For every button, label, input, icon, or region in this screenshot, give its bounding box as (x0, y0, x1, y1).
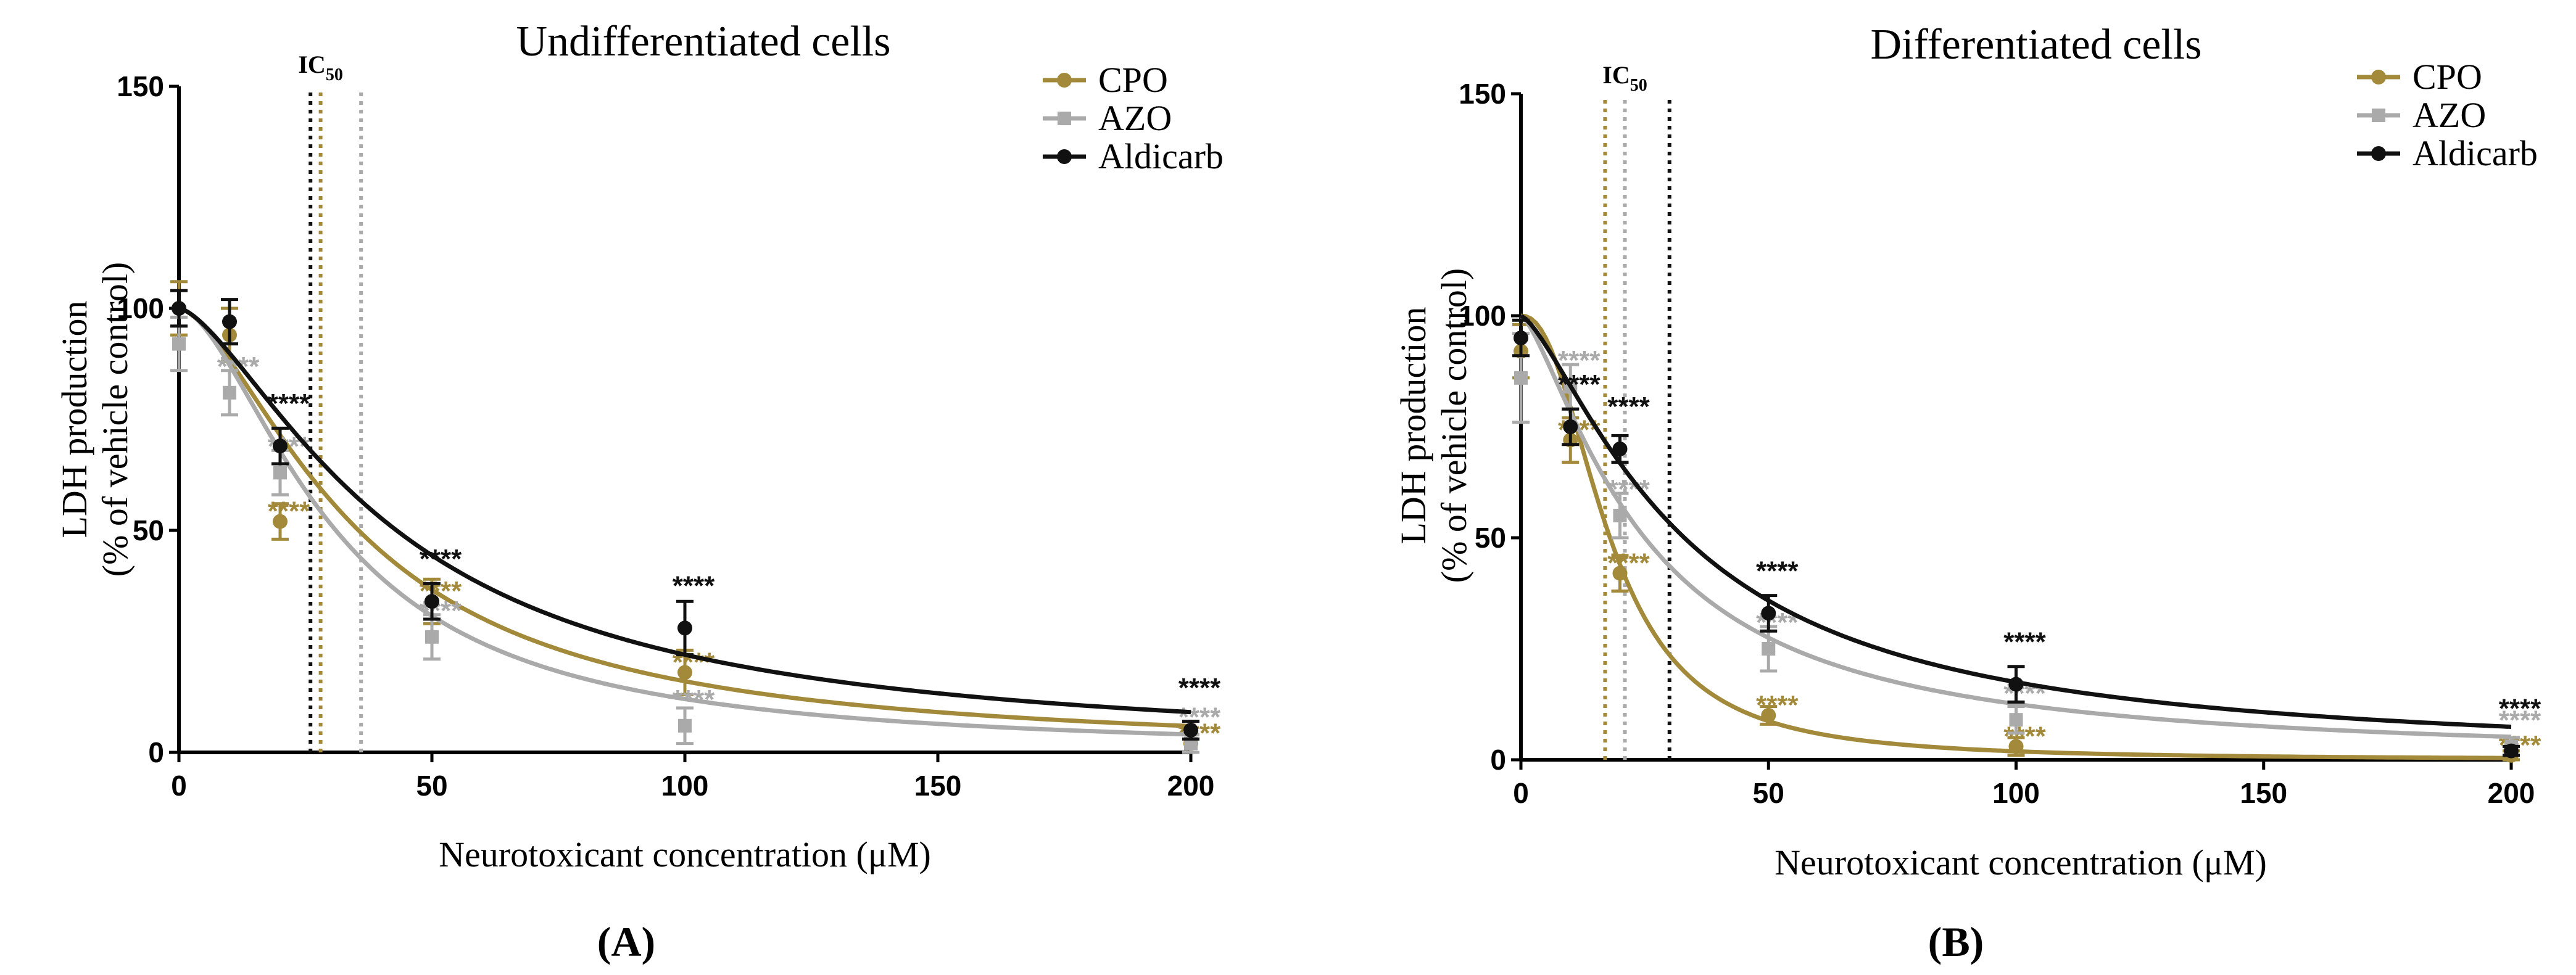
x-tick-label: 50 (416, 770, 447, 802)
significance-stars-Aldicarb: **** (673, 570, 715, 601)
data-point-CPO (677, 665, 692, 680)
data-point-AZO (2009, 713, 2023, 727)
significance-stars-CPO: **** (268, 496, 310, 527)
y-axis-label-line2: (% of vehicle control) (95, 262, 135, 577)
data-point-Aldicarb (1761, 606, 1776, 621)
significance-stars-AZO: **** (673, 685, 715, 715)
data-point-AZO (223, 385, 236, 400)
x-tick-label: 100 (1992, 777, 2040, 809)
significance-stars-Aldicarb: **** (1756, 556, 1799, 586)
data-point-AZO (425, 630, 439, 644)
y-axis-label: LDH production(% of vehicle control) (1393, 268, 1474, 583)
legend-marker-CPO (1057, 73, 1072, 88)
data-point-Aldicarb (1563, 419, 1578, 434)
fit-curve-AZO (178, 306, 1191, 737)
significance-stars-CPO: **** (1607, 548, 1650, 578)
chart-title: Differentiated cells (1870, 21, 2201, 68)
y-tick-label: 150 (117, 70, 164, 102)
ic50-subscript: 50 (1630, 76, 1647, 95)
x-tick-label: 200 (1167, 770, 1215, 802)
y-tick-label: 150 (1459, 78, 1506, 110)
y-tick-label: 100 (1459, 300, 1506, 332)
significance-stars-CPO: **** (1756, 690, 1799, 720)
data-point-AZO (1514, 371, 1528, 385)
x-tick-label: 200 (2488, 777, 2535, 809)
data-point-CPO (1761, 708, 1776, 723)
data-point-Aldicarb (677, 620, 692, 636)
data-point-Aldicarb (2008, 677, 2024, 692)
data-point-CPO (2008, 739, 2024, 754)
legend-label-CPO: CPO (1098, 60, 1168, 100)
significance-stars-AZO: **** (2499, 705, 2541, 735)
data-point-AZO (273, 466, 287, 480)
panel-label: (A) (597, 918, 655, 965)
ic50-label: IC50 (1602, 61, 1647, 95)
y-tick-label: 50 (1475, 522, 1506, 554)
data-point-Aldicarb (425, 594, 439, 609)
x-axis-label: Neurotoxicant concentration (μM) (439, 834, 931, 874)
significance-stars-Aldicarb: **** (1607, 392, 1650, 422)
ic50-subscript: 50 (326, 65, 343, 84)
legend-label-AZO: AZO (1098, 98, 1172, 138)
y-axis-label-line1: LDH production (54, 301, 94, 538)
data-point-CPO (1612, 566, 1628, 581)
y-tick-label: 0 (148, 736, 164, 768)
data-point-Aldicarb (172, 301, 186, 316)
legend-marker-AZO (1058, 112, 1071, 125)
y-tick-label: 100 (117, 292, 164, 324)
legend-label-Aldicarb: Aldicarb (1098, 136, 1224, 176)
legend-marker-AZO (2372, 109, 2385, 122)
panel-label: (B) (1928, 918, 1984, 965)
x-tick-label: 0 (171, 770, 187, 802)
x-tick-label: 150 (2240, 777, 2287, 809)
data-point-Aldicarb (222, 314, 237, 329)
significance-stars-Aldicarb: **** (2499, 694, 2541, 724)
legend-label-AZO: AZO (2412, 95, 2486, 135)
legend-marker-Aldicarb (2371, 146, 2386, 161)
data-point-AZO (678, 718, 692, 733)
significance-stars-AZO: **** (1607, 474, 1650, 504)
significance-stars-Aldicarb: **** (1178, 673, 1221, 703)
x-axis-label: Neurotoxicant concentration (μM) (1775, 842, 2267, 882)
legend-marker-Aldicarb (1057, 149, 1072, 164)
significance-stars-Aldicarb: **** (2003, 627, 2046, 657)
legend-label-CPO: CPO (2412, 57, 2482, 97)
data-point-Aldicarb (273, 438, 288, 454)
data-point-AZO (172, 337, 186, 351)
data-point-CPO (273, 514, 288, 529)
data-point-AZO (1613, 509, 1627, 522)
y-tick-label: 0 (1490, 744, 1506, 776)
panel-A: Undifferentiated cells 0 50 100 150 200 0 50 100… (54, 18, 1224, 965)
data-point-Aldicarb (1612, 442, 1628, 456)
data-point-Aldicarb (1514, 331, 1528, 345)
data-point-Aldicarb (1183, 723, 1198, 738)
chart-title: Undifferentiated cells (516, 18, 890, 65)
significance-stars-Aldicarb: **** (268, 389, 310, 419)
y-axis-label-line1: LDH production (1393, 307, 1433, 545)
y-axis-label: LDH production(% of vehicle control) (54, 262, 135, 577)
x-tick-label: 100 (661, 770, 709, 802)
y-tick-label: 50 (133, 514, 164, 546)
x-tick-label: 150 (914, 770, 962, 802)
panel-B: Differentiated cells 0 50 100 150 200 0 50 100 15… (1393, 21, 2541, 965)
y-axis-label-line2: (% of vehicle control) (1434, 268, 1474, 583)
data-point-AZO (1762, 642, 1776, 656)
significance-stars-AZO: **** (1558, 345, 1601, 376)
significance-stars-Aldicarb: **** (420, 544, 462, 574)
data-point-Aldicarb (2504, 743, 2519, 759)
x-tick-label: 50 (1753, 777, 1784, 809)
fit-curve-AZO (1519, 314, 2512, 739)
legend-marker-CPO (2371, 70, 2386, 84)
legend-label-Aldicarb: Aldicarb (2412, 133, 2538, 173)
ic50-label: IC50 (298, 51, 342, 84)
significance-stars-Aldicarb: **** (1558, 369, 1601, 400)
x-tick-label: 0 (1513, 777, 1529, 809)
